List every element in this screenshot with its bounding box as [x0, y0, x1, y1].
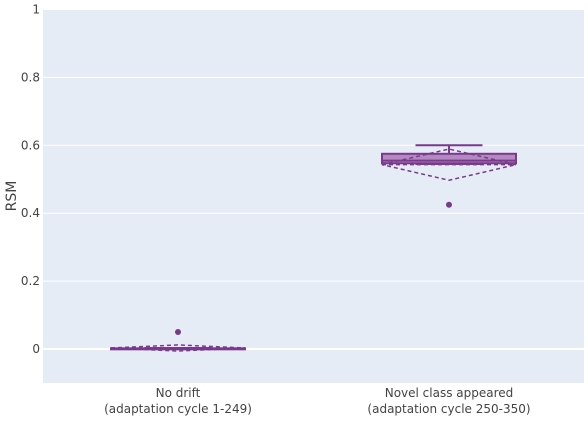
- outlier-point: [446, 201, 452, 208]
- boxes: [110, 144, 517, 352]
- outlier-point: [175, 329, 181, 336]
- x-tick-label: No drift: [156, 386, 201, 400]
- y-tick-label: 0: [32, 342, 40, 356]
- y-tick-label: 0.4: [21, 206, 40, 220]
- y-tick-label: 1: [32, 3, 40, 17]
- y-axis-ticks: 0 0.2 0.4 0.6 0.8 1: [21, 3, 40, 357]
- plot-background: [43, 10, 584, 383]
- x-tick-label: Novel class appeared: [385, 386, 514, 400]
- gridlines: [43, 9, 584, 350]
- y-axis-label: RSM: [4, 181, 20, 212]
- box-2: [381, 144, 517, 208]
- y-tick-label: 0.2: [21, 274, 40, 288]
- x-tick-label: (adaptation cycle 1-249): [104, 402, 252, 416]
- y-tick-label: 0.8: [21, 70, 40, 84]
- box-1: [110, 329, 246, 352]
- y-tick-label: 0.6: [21, 138, 40, 152]
- box-body: [381, 152, 517, 165]
- sd-diamond: [381, 148, 517, 182]
- x-tick-label: (adaptation cycle 250-350): [367, 402, 530, 416]
- x-axis-ticks: No drift (adaptation cycle 1-249) Novel cl…: [104, 386, 531, 416]
